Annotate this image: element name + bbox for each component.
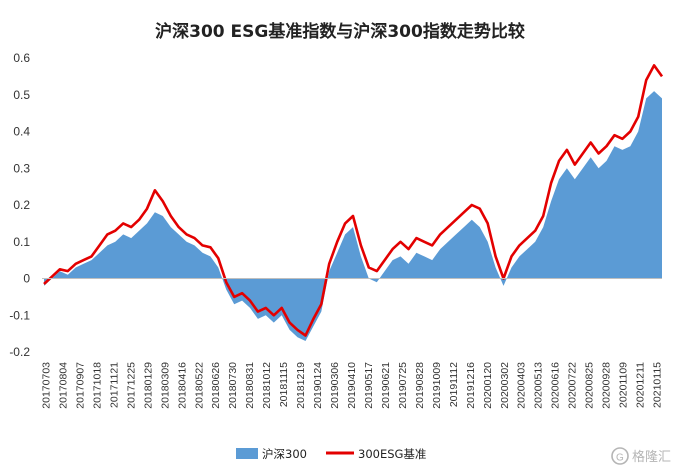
legend: 沪深300 300ESG基准 [236, 447, 426, 461]
x-tick-label: 20200302 [499, 362, 511, 409]
x-tick-label: 20190621 [380, 362, 392, 409]
x-tick-label: 20170804 [57, 362, 69, 409]
x-axis: 20170703 20170804 20170907 20171018 20171121… [41, 278, 664, 409]
x-tick-label: 20180730 [227, 362, 239, 409]
x-tick-label: 20210115 [652, 362, 664, 408]
glh-logo-icon: G [611, 447, 629, 465]
x-tick-label: 20180831 [244, 362, 256, 409]
x-tick-label: 20190306 [329, 362, 341, 409]
x-tick-label: 20191009 [431, 362, 443, 409]
x-tick-label: 20181012 [261, 362, 273, 409]
x-tick-label: 20201211 [635, 362, 647, 408]
x-tick-label: 20181219 [295, 362, 307, 409]
chart-title: 沪深300 ESG基准指数与沪深300指数走势比较 [155, 21, 525, 42]
y-tick-label: 0.3 [13, 161, 30, 175]
x-tick-label: 20191216 [465, 362, 477, 409]
legend-label-hs300: 沪深300 [262, 447, 307, 461]
x-tick-label: 20190725 [397, 362, 409, 409]
y-tick-label: 0.6 [13, 51, 30, 65]
legend-label-esg: 300ESG基准 [358, 447, 426, 461]
x-tick-label: 20200120 [482, 362, 494, 409]
legend-swatch-hs300 [236, 448, 258, 459]
x-tick-label: 20171225 [125, 362, 137, 409]
y-tick-label: 0.1 [13, 235, 30, 249]
watermark-text: 格隆汇 [632, 449, 671, 465]
x-tick-label: 20171018 [91, 362, 103, 409]
x-tick-label: 20190517 [363, 362, 375, 409]
line-series-1 [43, 64, 664, 337]
y-tick-label: 0.5 [13, 88, 30, 102]
x-tick-label: 20171121 [108, 362, 120, 408]
svg-text:G: G [616, 453, 624, 464]
x-tick-label: 20190410 [346, 362, 358, 409]
x-tick-label: 20180522 [193, 362, 205, 409]
x-tick-label: 20191112 [448, 362, 460, 407]
x-tick-label: 20200513 [533, 362, 545, 409]
y-tick-label: 0.2 [13, 198, 30, 212]
x-tick-label: 20170907 [74, 362, 86, 409]
y-tick-label: 0 [23, 272, 30, 286]
x-tick-label: 20180309 [159, 362, 171, 409]
y-tick-label: 0.4 [13, 125, 30, 139]
x-tick-label: 20200616 [550, 362, 562, 409]
y-axis: -0.2 -0.1 0 0.1 0.2 0.3 0.4 0.5 0.6 [9, 51, 30, 359]
x-tick-label: 20200403 [516, 362, 528, 409]
x-tick-label: 20170703 [41, 362, 53, 409]
x-tick-label: 20190828 [414, 362, 426, 409]
y-tick-label: -0.1 [9, 308, 30, 322]
line-series-layer [43, 64, 664, 337]
x-tick-label: 20200928 [601, 362, 613, 409]
x-tick-label: 20180626 [210, 362, 222, 409]
x-tick-label: 20201109 [618, 362, 630, 408]
x-tick-label: 20180129 [142, 362, 154, 409]
x-tick-label: 20190124 [312, 362, 324, 409]
x-tick-label: 20200722 [567, 362, 579, 409]
x-tick-label: 20181115 [278, 362, 290, 407]
watermark: G 格隆汇 [611, 447, 671, 465]
x-tick-label: 20200825 [584, 362, 596, 409]
y-tick-label: -0.2 [9, 345, 30, 359]
x-tick-label: 20180416 [176, 362, 188, 409]
